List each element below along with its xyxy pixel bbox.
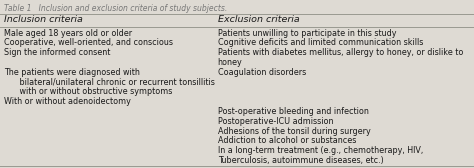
- Text: Patients with diabetes mellitus, allergy to honey, or dislike to: Patients with diabetes mellitus, allergy…: [218, 48, 463, 57]
- Text: Sign the informed consent: Sign the informed consent: [4, 48, 110, 57]
- Text: Inclusion criteria: Inclusion criteria: [4, 15, 83, 24]
- Text: Postoperative-ICU admission: Postoperative-ICU admission: [218, 117, 333, 126]
- Text: The patients were diagnosed with: The patients were diagnosed with: [4, 68, 140, 77]
- Text: Patients unwilling to participate in this study: Patients unwilling to participate in thi…: [218, 29, 396, 37]
- Text: Coagulation disorders: Coagulation disorders: [218, 68, 306, 77]
- Text: Table 1   Inclusion and exclusion criteria of study subjects.: Table 1 Inclusion and exclusion criteria…: [4, 4, 227, 13]
- Text: bilateral/unilateral chronic or recurrent tonsillitis: bilateral/unilateral chronic or recurren…: [12, 77, 215, 87]
- Text: Post-operative bleeding and infection: Post-operative bleeding and infection: [218, 107, 369, 116]
- Text: Tuberculosis, autoimmune diseases, etc.): Tuberculosis, autoimmune diseases, etc.): [218, 156, 383, 165]
- Text: In a long-term treatment (e.g., chemotherapy, HIV,: In a long-term treatment (e.g., chemothe…: [218, 146, 423, 155]
- Text: Addiction to alcohol or substances: Addiction to alcohol or substances: [218, 136, 356, 145]
- Text: Male aged 18 years old or older: Male aged 18 years old or older: [4, 29, 132, 37]
- Text: With or without adenoidectomy: With or without adenoidectomy: [4, 97, 131, 106]
- Text: Adhesions of the tonsil during surgery: Adhesions of the tonsil during surgery: [218, 127, 370, 136]
- Text: Exclusion criteria: Exclusion criteria: [218, 15, 300, 24]
- Text: Cooperative, well-oriented, and conscious: Cooperative, well-oriented, and consciou…: [4, 38, 173, 47]
- Text: Cognitive deficits and limited communication skills: Cognitive deficits and limited communica…: [218, 38, 423, 47]
- Text: with or without obstructive symptoms: with or without obstructive symptoms: [12, 87, 173, 96]
- Text: honey: honey: [218, 58, 242, 67]
